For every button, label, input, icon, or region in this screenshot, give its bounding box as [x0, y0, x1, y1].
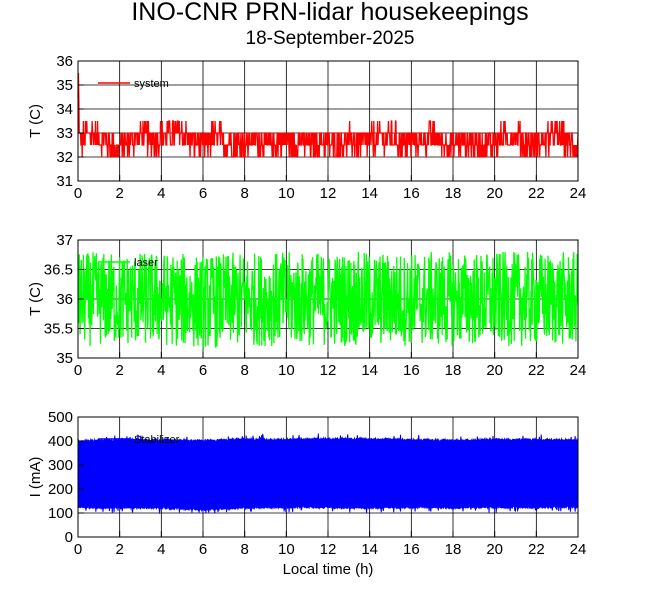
x-tick-label: 22: [528, 362, 545, 379]
x-tick-label: 0: [74, 185, 82, 202]
x-tick-label: 2: [115, 541, 123, 558]
x-tick-label: 12: [320, 185, 337, 202]
x-axis-label: Local time (h): [283, 561, 374, 578]
y-axis-label: I (mA): [27, 457, 44, 498]
y-tick-label: 35: [56, 350, 73, 367]
x-tick-label: 14: [361, 185, 378, 202]
legend-label: Stabilizer: [134, 434, 180, 446]
chart-subtitle: 18-September-2025: [245, 28, 415, 49]
series-line-laser: [77, 251, 579, 349]
x-tick-label: 20: [486, 541, 503, 558]
y-tick-label: 32: [56, 149, 73, 166]
y-tick-label: 36: [56, 291, 73, 308]
x-tick-label: 8: [240, 541, 248, 558]
x-tick-label: 10: [278, 541, 295, 558]
y-tick-label: 37: [56, 232, 73, 249]
x-tick-label: 22: [528, 185, 545, 202]
x-tick-label: 20: [486, 185, 503, 202]
y-tick-label: 400: [48, 433, 73, 450]
x-tick-label: 12: [320, 362, 337, 379]
x-tick-label: 10: [278, 185, 295, 202]
x-tick-label: 16: [403, 362, 420, 379]
x-tick-label: 8: [240, 185, 248, 202]
x-tick-label: 18: [445, 541, 462, 558]
x-tick-label: 0: [74, 362, 82, 379]
x-tick-label: 12: [320, 541, 337, 558]
legend-label: system: [134, 78, 169, 90]
y-tick-label: 36: [56, 53, 73, 70]
y-tick-label: 31: [56, 173, 73, 190]
legend-label: laser: [134, 257, 158, 269]
x-tick-label: 14: [361, 362, 378, 379]
y-tick-label: 500: [48, 409, 73, 426]
x-tick-label: 8: [240, 362, 248, 379]
chart-title: INO-CNR PRN-lidar housekeepings: [131, 0, 529, 26]
x-tick-label: 18: [445, 185, 462, 202]
x-tick-label: 24: [570, 541, 587, 558]
x-tick-label: 4: [157, 362, 165, 379]
x-tick-label: 24: [570, 362, 587, 379]
y-axis-label: T (C): [27, 282, 44, 316]
y-tick-label: 36.5: [44, 262, 73, 279]
x-tick-label: 10: [278, 362, 295, 379]
x-tick-label: 2: [115, 185, 123, 202]
x-tick-label: 16: [403, 185, 420, 202]
y-axis-label: T (C): [27, 104, 44, 138]
x-tick-label: 6: [199, 185, 207, 202]
y-tick-label: 0: [65, 529, 73, 546]
y-tick-label: 35: [56, 77, 73, 94]
x-tick-label: 6: [199, 362, 207, 379]
x-tick-label: 2: [115, 362, 123, 379]
x-tick-label: 18: [445, 362, 462, 379]
y-tick-label: 33: [56, 125, 73, 142]
y-tick-label: 34: [56, 101, 73, 118]
y-tick-label: 35.5: [44, 321, 73, 338]
x-tick-label: 4: [157, 185, 165, 202]
x-tick-label: 16: [403, 541, 420, 558]
x-tick-label: 0: [74, 541, 82, 558]
y-tick-label: 200: [48, 481, 73, 498]
x-tick-label: 20: [486, 362, 503, 379]
x-tick-label: 14: [361, 541, 378, 558]
series-line-system: [77, 72, 579, 158]
x-tick-label: 24: [570, 185, 587, 202]
x-tick-label: 6: [199, 541, 207, 558]
y-tick-label: 100: [48, 505, 73, 522]
x-tick-label: 4: [157, 541, 165, 558]
y-tick-label: 300: [48, 457, 73, 474]
x-tick-label: 22: [528, 541, 545, 558]
